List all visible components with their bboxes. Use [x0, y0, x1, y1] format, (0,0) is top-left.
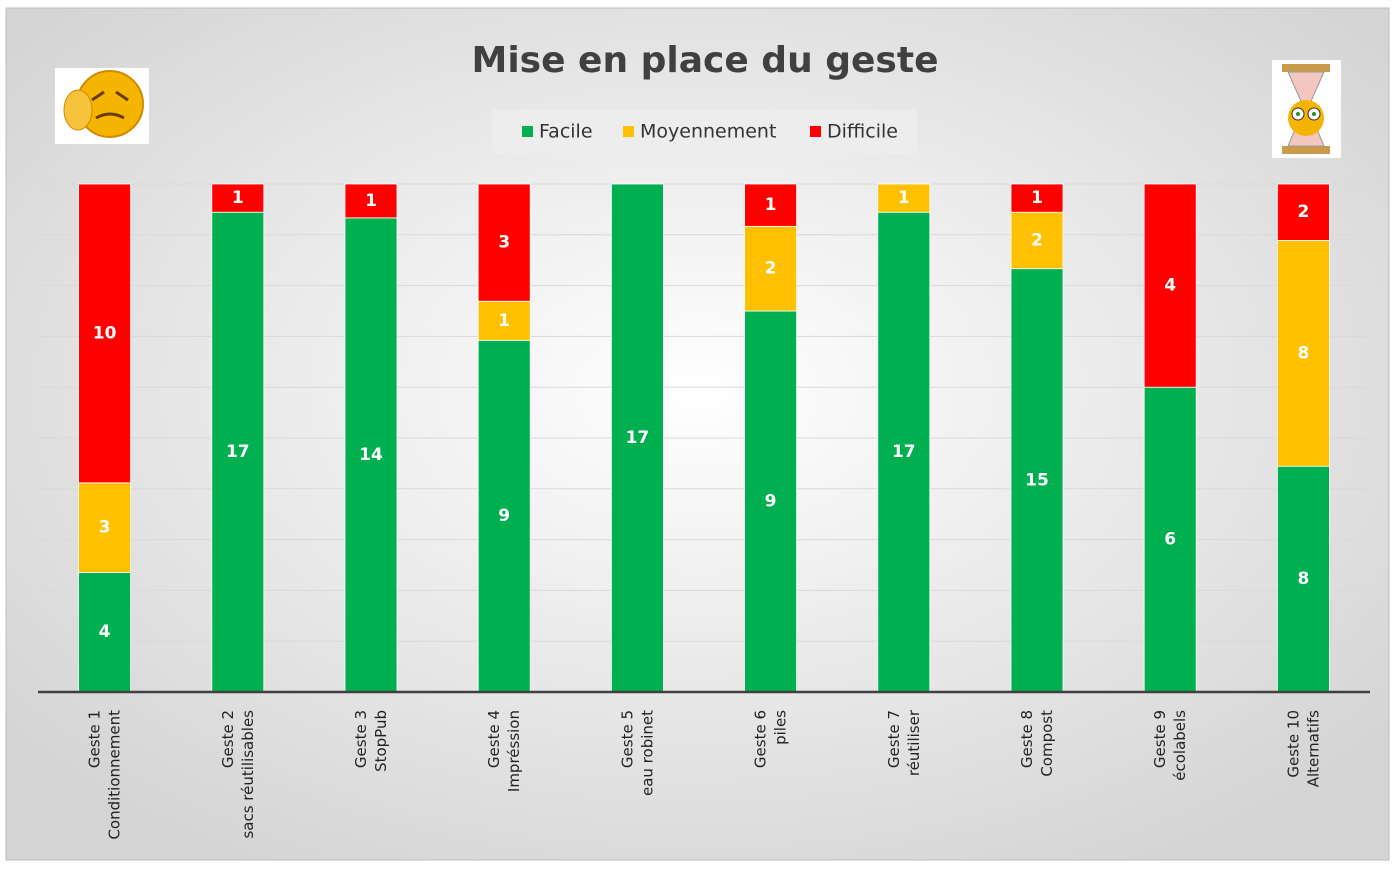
x-tick-label-line: Conditionnement — [105, 710, 123, 840]
data-label: 10 — [93, 323, 117, 343]
bar-segment — [1010, 211, 1064, 270]
data-label: 1 — [765, 195, 777, 215]
x-tick-label-line: Geste 9 — [1151, 710, 1169, 768]
bar-segment — [1277, 465, 1330, 693]
x-tick-label: Geste 4 Impréssion — [485, 710, 523, 792]
bar-segment — [877, 183, 931, 213]
data-label: 4 — [1164, 276, 1176, 296]
data-label: 15 — [1025, 470, 1049, 490]
legend-label: Facile — [539, 121, 593, 143]
x-tick-label: Geste 10 Alternatifs — [1284, 710, 1322, 787]
x-tick-label: Geste 5 eau robinet — [618, 710, 656, 796]
bar-segment — [78, 183, 131, 484]
x-tick-label-line: réutiliser — [904, 709, 922, 776]
x-tick-label-line: Geste 6 — [751, 710, 769, 768]
data-label: 9 — [765, 492, 777, 512]
x-tick-label-line: Geste 8 — [1018, 710, 1036, 768]
bar-segment — [78, 482, 131, 573]
legend-label: Moyennement — [640, 121, 776, 143]
x-tick-label-line: Impréssion — [505, 710, 523, 792]
legend-swatch — [522, 126, 533, 137]
x-tick-label-line: Geste 1 — [85, 710, 103, 768]
data-label: 3 — [498, 233, 510, 253]
x-tick-label-line: écolabels — [1171, 710, 1189, 781]
bar-segment — [344, 217, 398, 693]
data-label: 2 — [1031, 230, 1043, 250]
x-tick-label: Geste 3 StopPub — [352, 710, 390, 772]
x-tick-label-line: Alternatifs — [1304, 710, 1322, 787]
bar-segment — [1143, 183, 1197, 388]
x-tick-label-line: eau robinet — [638, 710, 656, 796]
x-tick-label-line: Geste 2 — [218, 710, 236, 768]
bar-segment — [211, 183, 265, 213]
data-label: 8 — [1297, 343, 1309, 363]
x-tick-label-line: Geste 4 — [485, 710, 503, 768]
legend-swatch — [623, 126, 634, 137]
x-tick-label: Geste 8 Compost — [1018, 710, 1056, 777]
bar-segment — [211, 211, 265, 693]
icon-right — [1272, 60, 1341, 158]
data-label: 1 — [498, 311, 510, 331]
chart-title: Mise en place du geste — [472, 40, 939, 81]
bar-segment — [744, 183, 797, 227]
data-label: 1 — [1031, 188, 1043, 208]
x-tick-label: Geste 9 écolabels — [1151, 710, 1189, 781]
x-tick-label-line: Geste 7 — [884, 710, 902, 768]
legend-swatch — [810, 126, 821, 137]
data-label: 17 — [892, 442, 916, 462]
data-label: 1 — [898, 188, 910, 208]
bar-segment — [1277, 183, 1330, 241]
bar-segment — [477, 183, 531, 302]
data-label: 1 — [232, 188, 244, 208]
x-tick-label-line: sacs réutilisables — [238, 710, 256, 839]
data-label: 9 — [498, 506, 510, 526]
x-tick-label: Geste 2 sacs réutilisables — [218, 710, 256, 839]
x-tick-label-line: StopPub — [372, 710, 390, 772]
bar-segment — [477, 339, 531, 693]
data-label: 17 — [626, 428, 650, 448]
x-tick-label-line: Geste 5 — [618, 710, 636, 768]
x-tick-label: Geste 7 réutiliser — [884, 709, 922, 776]
x-tick-label: Geste 1 Conditionnement — [85, 710, 123, 840]
data-label: 3 — [99, 518, 111, 538]
data-label: 1 — [365, 191, 377, 211]
data-label: 4 — [99, 622, 111, 642]
bar-segment — [1010, 183, 1064, 213]
x-tick-label-line: Geste 3 — [352, 710, 370, 768]
data-label: 17 — [226, 442, 250, 462]
x-tick-label-line: Geste 10 — [1284, 710, 1302, 778]
data-label: 14 — [359, 445, 383, 465]
legend-label: Difficile — [827, 121, 898, 143]
data-label: 8 — [1297, 569, 1309, 589]
bar-segment — [744, 225, 797, 312]
icon-left — [55, 68, 149, 144]
bar-segment — [1277, 240, 1330, 467]
data-label: 2 — [1297, 202, 1309, 222]
x-tick-label-line: piles — [771, 710, 789, 745]
bar-segment — [611, 183, 664, 693]
bar-segment — [344, 183, 398, 219]
data-label: 6 — [1164, 530, 1176, 550]
x-tick-label: Geste 6 piles — [751, 710, 789, 768]
legend-box — [492, 110, 917, 154]
x-tick-label-line: Compost — [1038, 710, 1056, 777]
data-label: 2 — [765, 259, 777, 279]
